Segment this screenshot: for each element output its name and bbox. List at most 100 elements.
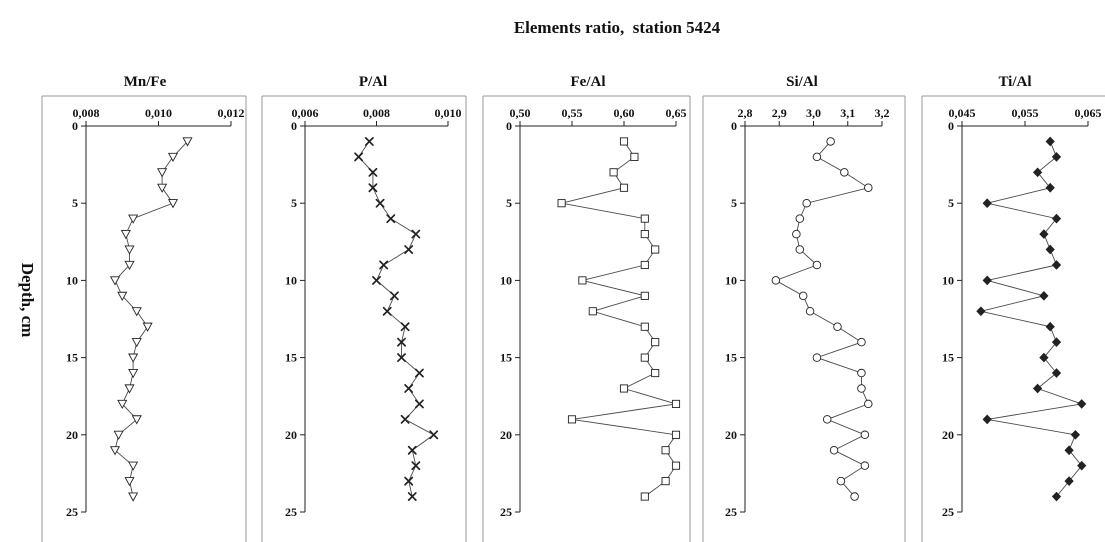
ti-al-point [1064, 445, 1074, 456]
si-al-point [833, 322, 842, 331]
si-al-point [857, 368, 866, 378]
depth-tick-label: 15 [942, 351, 954, 365]
si-al-point [857, 337, 866, 347]
x-tick-label: 0,065 [1075, 106, 1102, 120]
p-al-point [375, 198, 385, 208]
fe-al-point [651, 245, 660, 254]
si-al-point [857, 384, 866, 393]
depth-tick-label: 25 [725, 505, 737, 519]
fe-al-point [640, 260, 649, 270]
x-tick-label: 2,8 [738, 106, 753, 120]
si-al-point [792, 229, 801, 239]
depth-tick-label: 0 [506, 119, 512, 133]
panel-title: Mn/Fe [124, 74, 167, 90]
depth-tick-label: 25 [285, 505, 297, 519]
si-al-point [864, 183, 873, 193]
ti-al-point [982, 414, 992, 425]
ti-al-point [1051, 368, 1062, 378]
depth-tick-label: 25 [500, 505, 512, 519]
x-tick-label: 3,0 [806, 106, 821, 120]
fe-al-point [557, 199, 566, 208]
fe-al-point [588, 307, 597, 316]
ti-al-point [1051, 213, 1062, 224]
mn-fe-point [157, 183, 168, 193]
x-tick-label: 0,055 [1012, 106, 1039, 120]
mn-fe-point [128, 214, 139, 224]
ti-al-point [1051, 152, 1062, 162]
panel-title: Fe/Al [571, 74, 606, 90]
p-al-point [379, 260, 389, 270]
p-al-point [364, 136, 374, 146]
fe-al-point [619, 183, 629, 192]
si-al-point [812, 260, 822, 270]
depth-tick-label: 25 [66, 505, 78, 519]
fe-al-point [640, 492, 649, 501]
depth-tick-label: 15 [66, 351, 78, 365]
x-tick-label: 0,60 [614, 106, 635, 120]
depth-tick-label: 10 [285, 273, 297, 287]
mn-fe-point [124, 245, 135, 255]
ti-al-point [982, 198, 992, 209]
depth-tick-label: 5 [72, 196, 78, 210]
p-al-point [368, 183, 378, 193]
x-tick-label: 0,012 [218, 106, 245, 120]
mn-fe-point [117, 399, 128, 410]
x-tick-label: 2,9 [772, 106, 787, 120]
depth-tick-label: 20 [66, 428, 78, 442]
p-al-point [414, 368, 424, 378]
ti-al-point [1070, 429, 1081, 440]
depth-axis-title: Depth, cm [18, 263, 37, 338]
ti-al-profile-line [980, 141, 1083, 497]
x-tick-label: 0,65 [666, 106, 687, 120]
ti-al-point [1051, 260, 1062, 270]
si-al-point [836, 476, 846, 486]
figure-title: Elements ratio, station 5424 [514, 18, 721, 37]
depth-tick-label: 5 [291, 196, 297, 210]
depth-tick-label: 25 [942, 505, 954, 519]
panel-p-al: P/Al 0,006 0,008 0,010 0 5 10 15 20 25 [261, 74, 467, 542]
mn-fe-point [142, 322, 153, 332]
depth-tick-label: 0 [72, 119, 78, 133]
mn-fe-point [167, 199, 179, 209]
panel-si-al: Si/Al 2,8 2,9 3,0 3,1 3,2 0 5 10 15 20 25 [702, 74, 906, 542]
x-tick-label: 3,1 [840, 106, 855, 120]
mn-fe-point [128, 353, 139, 363]
panel-title: P/Al [359, 74, 387, 90]
x-tick-label: 0,010 [145, 106, 172, 120]
panel-title: Si/Al [786, 74, 818, 90]
depth-tick-label: 20 [500, 428, 512, 442]
fe-al-point [578, 276, 587, 285]
panel-mn-fe: Mn/Fe 0,008 0,010 0,012 0 5 10 15 20 25 [41, 74, 247, 542]
x-tick-label: 0,008 [73, 106, 100, 120]
si-al-point [860, 461, 870, 470]
mn-fe-point [124, 260, 135, 271]
p-al-point [372, 275, 381, 285]
mn-fe-point [167, 152, 179, 163]
ti-al-point [1045, 136, 1055, 147]
mn-fe-point [128, 368, 139, 379]
depth-tick-label: 15 [500, 351, 512, 365]
depth-tick-label: 5 [506, 196, 512, 210]
fe-al-profile-line [561, 141, 677, 497]
ti-al-point [1051, 337, 1062, 347]
ti-al-point [1077, 460, 1087, 471]
fe-al-point [567, 415, 577, 424]
ti-al-point [1032, 383, 1043, 394]
ti-al-point [1045, 182, 1055, 193]
ti-al-point [1032, 167, 1043, 178]
si-al-point [826, 137, 835, 146]
depth-tick-label: 20 [285, 428, 297, 442]
depth-tick-label: 10 [66, 273, 78, 287]
si-al-point [812, 152, 822, 162]
depth-tick-label: 0 [291, 119, 297, 133]
mn-fe-point [128, 461, 139, 471]
si-al-point [812, 353, 822, 362]
mn-fe-point [109, 446, 121, 456]
p-al-point [429, 430, 439, 440]
depth-tick-label: 20 [725, 428, 737, 442]
si-al-point [829, 445, 839, 455]
fe-al-point [640, 230, 649, 239]
si-al-point [860, 430, 870, 440]
fe-al-point [619, 384, 629, 393]
p-al-point [400, 414, 410, 424]
